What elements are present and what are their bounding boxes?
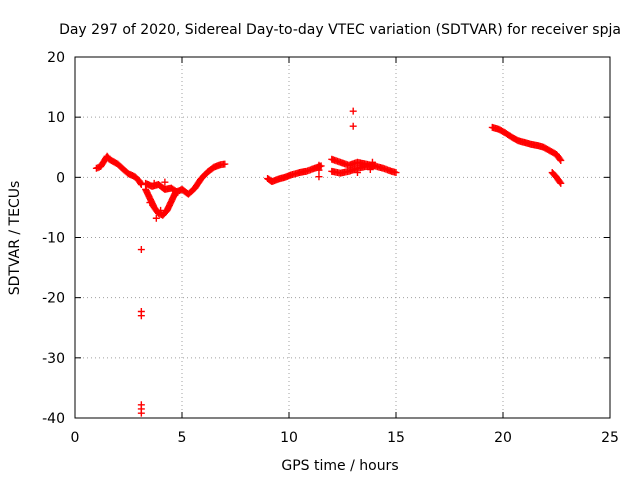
data-point <box>556 155 564 163</box>
data-point <box>315 173 323 181</box>
data-point <box>161 178 169 186</box>
grid <box>75 57 610 418</box>
y-tick-label: 10 <box>47 110 65 126</box>
data-point <box>150 179 158 187</box>
data-point <box>392 169 400 177</box>
data-point <box>349 107 357 115</box>
y-tick-label: -40 <box>42 411 65 427</box>
data-point <box>157 206 165 214</box>
x-axis-label: GPS time / hours <box>281 458 398 474</box>
y-tick-label: 20 <box>47 50 65 66</box>
data-point <box>152 214 160 222</box>
data-points <box>92 107 565 417</box>
data-point <box>174 188 182 196</box>
data-point <box>221 160 229 168</box>
data-point <box>349 122 357 130</box>
data-point <box>146 199 154 207</box>
data-point <box>556 178 564 186</box>
x-tick-label: 10 <box>280 430 298 446</box>
y-tick-label: 0 <box>56 170 65 186</box>
data-point <box>172 188 180 196</box>
y-tick-label: -30 <box>42 351 65 367</box>
data-point <box>137 312 145 320</box>
x-tick-label: 20 <box>494 430 512 446</box>
data-point <box>557 179 565 187</box>
y-tick-label: -20 <box>42 291 65 307</box>
ticks <box>74 56 611 419</box>
y-axis-label: SDTVAR / TECUs <box>7 181 23 296</box>
tick-labels: 0 5 10 15 20 25 -40 -30 -20 -10 0 10 20 <box>42 50 619 446</box>
y-tick-label: -10 <box>42 231 65 247</box>
x-tick-label: 25 <box>601 430 619 446</box>
data-point <box>557 156 565 164</box>
data-point <box>353 169 361 177</box>
chart-title: Day 297 of 2020, Sidereal Day-to-day VTE… <box>59 22 621 38</box>
x-tick-label: 5 <box>178 430 187 446</box>
x-tick-label: 0 <box>71 430 80 446</box>
data-point <box>366 166 374 174</box>
data-point <box>368 158 376 166</box>
x-tick-label: 15 <box>387 430 405 446</box>
data-point <box>137 246 145 254</box>
data-point <box>315 166 323 174</box>
data-point <box>137 409 145 417</box>
